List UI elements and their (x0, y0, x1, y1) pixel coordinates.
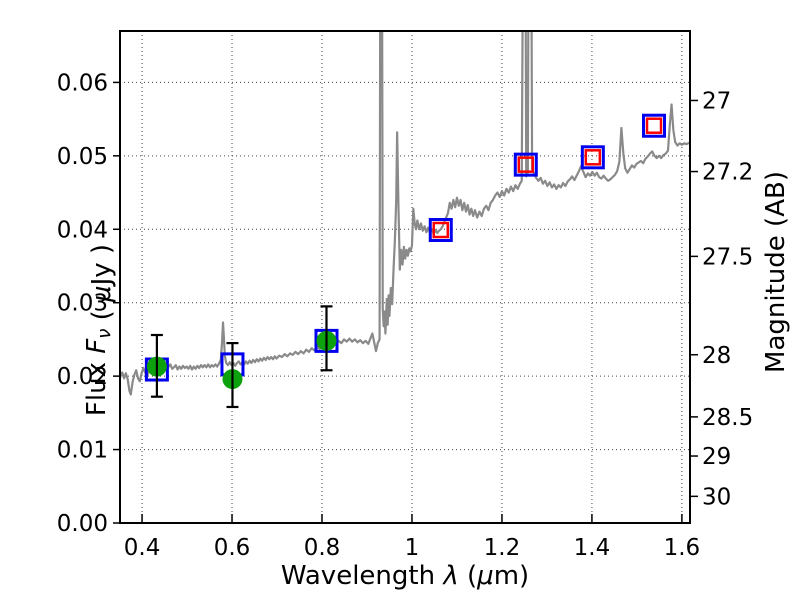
y-left-tick-label: 0.04 (57, 217, 108, 243)
y-right-tick-label: 27.5 (702, 244, 753, 270)
blue-square-marker (642, 113, 667, 138)
y-right-tick-label: 27.2 (702, 160, 753, 186)
y-right-tick-label: 30 (702, 484, 731, 510)
x-tick-label: 0.4 (124, 535, 161, 561)
x-tick-label: 0.8 (304, 535, 341, 561)
y-left-tick-label: 0.01 (57, 438, 108, 464)
y-right-tick-label: 28.5 (702, 405, 753, 431)
x-axis-title: Wavelength λ (μm) (281, 561, 529, 591)
y-axis-title-left: Flux Fν ( μJy ) (82, 244, 117, 416)
error-bars (150, 305, 333, 409)
x-tick-label: 1.2 (484, 535, 521, 561)
red-square-marker (517, 156, 535, 173)
red-square-marker (432, 221, 450, 239)
x-tick-label: 1.4 (574, 535, 611, 561)
tick-marks (113, 81, 698, 524)
y-left-tick-label: 0.05 (57, 144, 108, 170)
y-right-tick-label: 29 (702, 444, 731, 470)
blue-square-marker (513, 152, 538, 177)
y-left-tick-label: 0.03 (57, 291, 108, 317)
y-left-tick-label: 0.06 (57, 70, 108, 96)
axes-frame (119, 30, 691, 524)
x-tick-label: 1.6 (664, 535, 701, 561)
y-left-tick-label: 0.02 (57, 364, 108, 390)
blue-square-marker (580, 145, 605, 170)
y-right-tick-label: 27 (702, 88, 731, 114)
red-square-marker (584, 149, 602, 166)
x-tick-label: 0.6 (214, 535, 251, 561)
blue-square-marker (428, 218, 453, 243)
y-right-tick-label: 28 (702, 343, 731, 369)
red-square-marker (645, 117, 663, 134)
y-axis-title-right: Magnitude (AB) (761, 171, 791, 373)
x-tick-label: 1 (405, 535, 420, 561)
model-photometry-red (432, 117, 663, 239)
y-left-tick-label: 0.00 (57, 511, 108, 537)
